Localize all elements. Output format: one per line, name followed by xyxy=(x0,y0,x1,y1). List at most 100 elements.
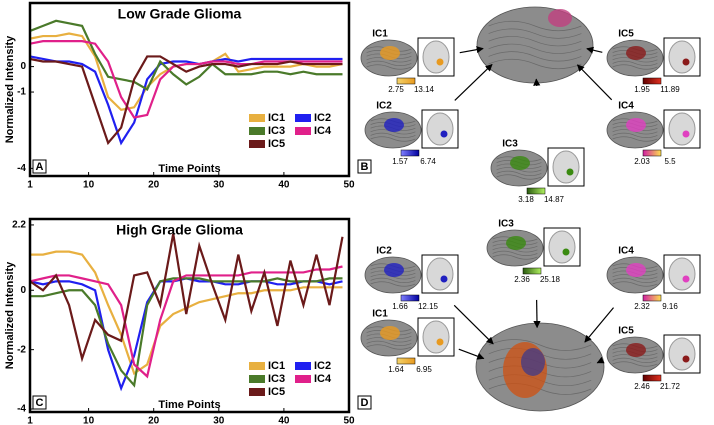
slice xyxy=(668,40,696,74)
arrow xyxy=(586,46,603,54)
x-tick-label: 40 xyxy=(278,180,290,191)
x-tick-label: 30 xyxy=(213,180,225,191)
slice-activation xyxy=(682,58,690,66)
legend-label: IC4 xyxy=(314,125,332,137)
colorbar-max: 13.14 xyxy=(414,85,435,94)
component-activation xyxy=(510,156,530,170)
gyrus xyxy=(612,361,658,367)
component-label: IC1 xyxy=(372,29,388,40)
series-line xyxy=(30,233,344,363)
gyrus xyxy=(370,277,416,283)
component-activation xyxy=(384,118,404,132)
slice xyxy=(552,150,580,184)
gyrus xyxy=(370,132,416,138)
slice-activation xyxy=(682,355,690,363)
series-line xyxy=(30,55,343,146)
colorbar-min: 1.66 xyxy=(392,302,408,311)
gyrus xyxy=(488,43,582,54)
slice xyxy=(668,112,696,146)
colorbar xyxy=(396,357,416,365)
x-tick-label: 30 xyxy=(213,416,225,425)
component-label: IC5 xyxy=(618,29,634,40)
gyrus xyxy=(370,136,416,142)
component-label: IC2 xyxy=(376,246,392,257)
colorbar-max: 21.72 xyxy=(660,382,681,391)
legend-swatch xyxy=(249,114,265,122)
activation xyxy=(521,348,545,376)
plot-frame xyxy=(28,217,351,414)
panel-letter: B xyxy=(361,161,369,173)
component-activation xyxy=(380,326,400,340)
legend-swatch xyxy=(249,127,265,135)
plot-frame xyxy=(28,1,351,178)
panel-letter-box xyxy=(32,395,47,410)
component-activation xyxy=(506,236,526,250)
chart-title: Low Grade Glioma xyxy=(118,6,242,22)
colorbar-max: 12.15 xyxy=(418,302,439,311)
legend-swatch xyxy=(249,375,265,383)
slice-activation xyxy=(436,338,444,346)
component-activation xyxy=(626,263,646,277)
activation xyxy=(548,9,572,27)
gyrus xyxy=(488,339,592,351)
legend-swatch xyxy=(249,140,265,148)
legend-swatch xyxy=(295,362,311,370)
y-tick-label: -2 xyxy=(17,344,26,355)
panel-letter-box xyxy=(357,159,372,174)
colorbar xyxy=(522,267,542,275)
plot-background xyxy=(30,219,349,412)
gyrus xyxy=(488,36,582,47)
colorbar-min: 1.64 xyxy=(388,365,404,374)
arrow xyxy=(454,63,493,101)
gyrus xyxy=(488,51,582,62)
panel-letter: D xyxy=(361,397,369,409)
arrow xyxy=(453,304,494,345)
legend-label: IC5 xyxy=(268,138,285,150)
component-activation xyxy=(384,263,404,277)
component-label: IC3 xyxy=(498,219,514,230)
colorbar-min: 2.46 xyxy=(634,382,650,391)
gyrus xyxy=(366,340,412,346)
colorbar-max: 6.74 xyxy=(420,157,436,166)
arrow xyxy=(576,64,613,101)
gyrus xyxy=(612,277,658,283)
slice-activation xyxy=(562,248,570,256)
y-tick-label: 0 xyxy=(20,61,26,72)
slice-activation xyxy=(440,130,448,138)
gyrus xyxy=(496,170,542,176)
slice-activation xyxy=(682,275,690,283)
colorbar xyxy=(400,149,420,157)
slice xyxy=(426,112,454,146)
slice-activation xyxy=(440,275,448,283)
legend-label: IC4 xyxy=(314,373,332,385)
slice xyxy=(422,320,450,354)
colorbar xyxy=(396,77,416,85)
x-tick-label: 20 xyxy=(148,416,160,425)
colorbar-min: 2.03 xyxy=(634,157,650,166)
x-tick-label: 1 xyxy=(27,180,33,191)
colorbar xyxy=(400,294,420,302)
series-line xyxy=(30,55,343,146)
x-tick-label: 1 xyxy=(27,416,33,425)
colorbar-min: 1.57 xyxy=(392,157,408,166)
panel-letter-box xyxy=(357,395,372,410)
arrow xyxy=(596,356,605,364)
slice xyxy=(426,257,454,291)
colorbar-min: 1.95 xyxy=(634,85,650,94)
gyrus xyxy=(488,28,582,39)
y-tick-label: -4 xyxy=(17,404,26,415)
x-tick-label: 50 xyxy=(343,180,355,191)
colorbar xyxy=(642,149,662,157)
component-label: IC1 xyxy=(372,309,388,320)
component-label: IC4 xyxy=(618,246,634,257)
slice-activation xyxy=(682,130,690,138)
panel-letter: C xyxy=(36,397,44,409)
slice-activation xyxy=(436,58,444,66)
gyrus xyxy=(496,174,542,180)
x-tick-label: 20 xyxy=(148,180,160,191)
y-tick-label: 2.2 xyxy=(12,220,26,231)
slice-activation xyxy=(566,168,574,176)
colorbar-max: 14.87 xyxy=(544,195,565,204)
component-label: IC2 xyxy=(376,101,392,112)
panel-letter-box xyxy=(32,159,47,174)
